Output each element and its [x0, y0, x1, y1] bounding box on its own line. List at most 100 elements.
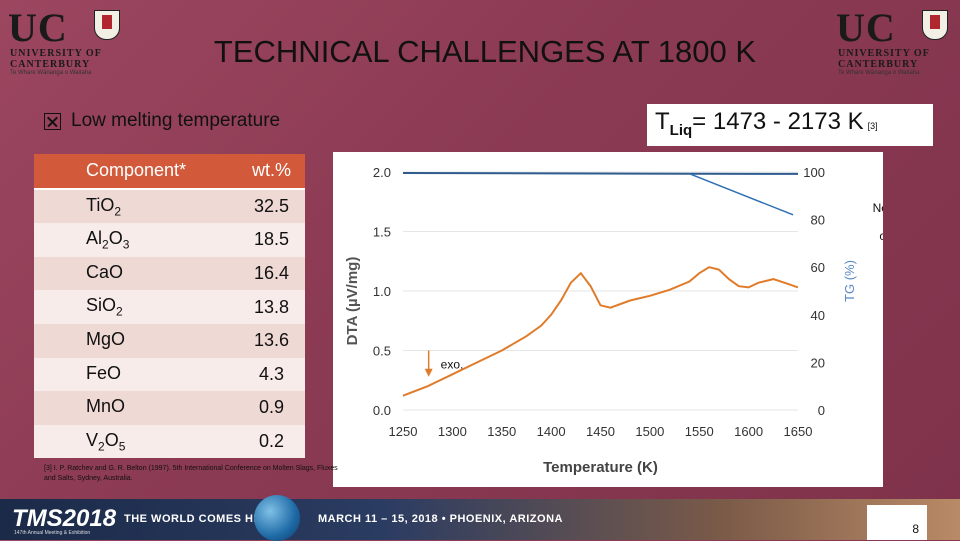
component-cell: V2O5	[34, 424, 238, 459]
wt-percent-cell: 13.6	[238, 323, 305, 358]
component-oxygen: O	[108, 228, 123, 249]
exo-label: exo.	[441, 358, 464, 372]
component-cell: TiO2	[34, 188, 238, 224]
tliq-range: = 1473 - 2173 K	[692, 108, 864, 135]
crest-icon	[922, 10, 948, 40]
footer-brand-sub: 147th Annual Meeting & Exhibition	[14, 530, 91, 536]
component-cell: FeO	[34, 357, 238, 392]
y-tick-label: 1.5	[373, 225, 391, 240]
x-tick-label: 1350	[487, 424, 516, 439]
y-tick-label: 0.5	[373, 344, 391, 359]
tliq-reference: [3]	[867, 121, 878, 131]
component-element: Fe	[86, 362, 108, 383]
tg-annotation-text: Negligible	[873, 201, 883, 215]
component-cell: MnO	[34, 391, 238, 425]
dta-tg-chart: 0.0 0.5 1.0 1.5 2.0 0 20 40 60 80 100 1250 1300 1350 1…	[333, 152, 883, 487]
logo-university-name: UNIVERSITY OF CANTERBURY	[838, 48, 930, 70]
wt-percent-cell: 0.9	[238, 391, 305, 425]
wt-percent-cell: 16.4	[238, 256, 305, 291]
y-tick-label: 1.0	[373, 284, 391, 299]
liquidus-temperature-box: TLiq= 1473 - 2173 K [3]	[647, 104, 933, 146]
y2-tick-label: 100	[803, 165, 825, 180]
component-element: Ca	[86, 261, 110, 282]
tliq-symbol: T	[655, 108, 670, 135]
table-header-row: Component* wt.%	[34, 154, 305, 190]
component-oxygen: O	[107, 362, 122, 383]
table-row: TiO2 32.5	[34, 188, 305, 224]
component-subscript-2: 3	[122, 237, 130, 252]
x-tick-label: 1300	[438, 424, 467, 439]
y2-tick-label: 80	[811, 213, 825, 228]
wt-percent-cell: 0.2	[238, 424, 305, 459]
component-oxygen: O	[100, 194, 115, 215]
bullet-low-melting: Low melting temperature	[44, 110, 280, 132]
component-oxygen: O	[109, 261, 124, 282]
component-element: Mn	[86, 396, 112, 417]
y-axis-title: DTA (µV/mg)	[344, 257, 361, 346]
component-cell: SiO2	[34, 290, 238, 324]
logo-uc-text: UC	[836, 5, 896, 50]
logo-motto: Te Whare Wānanga o Waitaha	[10, 70, 92, 76]
table-row: Al2O3 18.5	[34, 223, 305, 257]
component-element: Si	[86, 295, 103, 316]
component-oxygen: O	[111, 328, 126, 349]
component-subscript: 2	[102, 237, 109, 252]
y-tick-label: 0.0	[373, 403, 391, 418]
wt-percent-cell: 13.8	[238, 290, 305, 324]
component-element: Mg	[86, 328, 112, 349]
page-number: 8	[867, 505, 927, 540]
component-oxygen: O	[111, 396, 126, 417]
component-cell: Al2O3	[34, 223, 238, 257]
crest-icon	[94, 10, 120, 40]
table-row: SiO2 13.8	[34, 290, 305, 324]
footer-brand: TMS2018	[12, 505, 117, 532]
component-element: Al	[86, 228, 103, 249]
bullet-text: Low melting temperature	[71, 110, 281, 131]
x-axis-title: Temperature (K)	[543, 459, 658, 476]
table-row: FeO 4.3	[34, 357, 305, 392]
component-element: Ti	[86, 194, 101, 215]
table-row: V2O5 0.2	[34, 424, 305, 459]
logo-uc-text: UC	[8, 5, 68, 50]
component-subscript-2: 2	[114, 204, 122, 219]
component-element: V	[86, 429, 99, 450]
reference-citation: [3] I. P. Ratchev and G. R. Belton (1997…	[44, 465, 338, 482]
x-tick-label: 1550	[685, 424, 714, 439]
tg-annotation-arrow	[689, 172, 794, 216]
x-tick-label: 1600	[734, 424, 763, 439]
footer-tagline: THE WORLD COMES HERE.	[124, 513, 282, 525]
component-oxygen: O	[102, 295, 117, 316]
y2-tick-label: 0	[818, 403, 825, 418]
composition-table: Component* wt.% TiO2 32.5 Al2O3 18.5 CaO 16.4…	[34, 154, 305, 459]
university-logo-right: UC UNIVERSITY OF CANTERBURY Te Whare Wān…	[834, 4, 954, 78]
dta-series-line	[402, 266, 799, 397]
exo-arrow-head	[424, 368, 433, 377]
footer-banner	[0, 499, 960, 540]
conference-footer: TMS2018 147th Annual Meeting & Exhibitio…	[0, 495, 960, 541]
logo-university-name: UNIVERSITY OF CANTERBURY	[10, 48, 102, 70]
y2-tick-label: 60	[811, 260, 825, 275]
x-tick-label: 1250	[389, 424, 418, 439]
y2-axis-title: TG (%)	[842, 260, 857, 302]
y2-tick-label: 40	[811, 308, 825, 323]
wt-percent-cell: 4.3	[238, 357, 305, 392]
table-row: MnO 0.9	[34, 391, 305, 425]
university-logo-left: UC UNIVERSITY OF CANTERBURY Te Whare Wān…	[6, 4, 126, 78]
logo-motto: Te Whare Wānanga o Waitaha	[838, 70, 920, 76]
y2-tick-label: 20	[811, 355, 825, 370]
component-subscript: 2	[98, 439, 105, 454]
globe-icon	[254, 495, 300, 541]
tg-series-line	[402, 172, 799, 175]
component-cell: MgO	[34, 323, 238, 358]
table-row: MgO 13.6	[34, 323, 305, 358]
x-tick-label: 1450	[586, 424, 615, 439]
header-component: Component*	[34, 154, 238, 190]
footer-dates: MARCH 11 – 15, 2018 • PHOENIX, ARIZONA	[318, 513, 563, 525]
wt-percent-cell: 18.5	[238, 223, 305, 257]
checkbox-x-icon	[44, 112, 61, 130]
header-wt-percent: wt.%	[238, 154, 305, 190]
table-row: CaO 16.4	[34, 256, 305, 291]
component-cell: CaO	[34, 256, 238, 291]
slide-title: TECHNICAL CHALLENGES AT 1800 K	[213, 34, 757, 69]
x-tick-label: 1500	[635, 424, 664, 439]
